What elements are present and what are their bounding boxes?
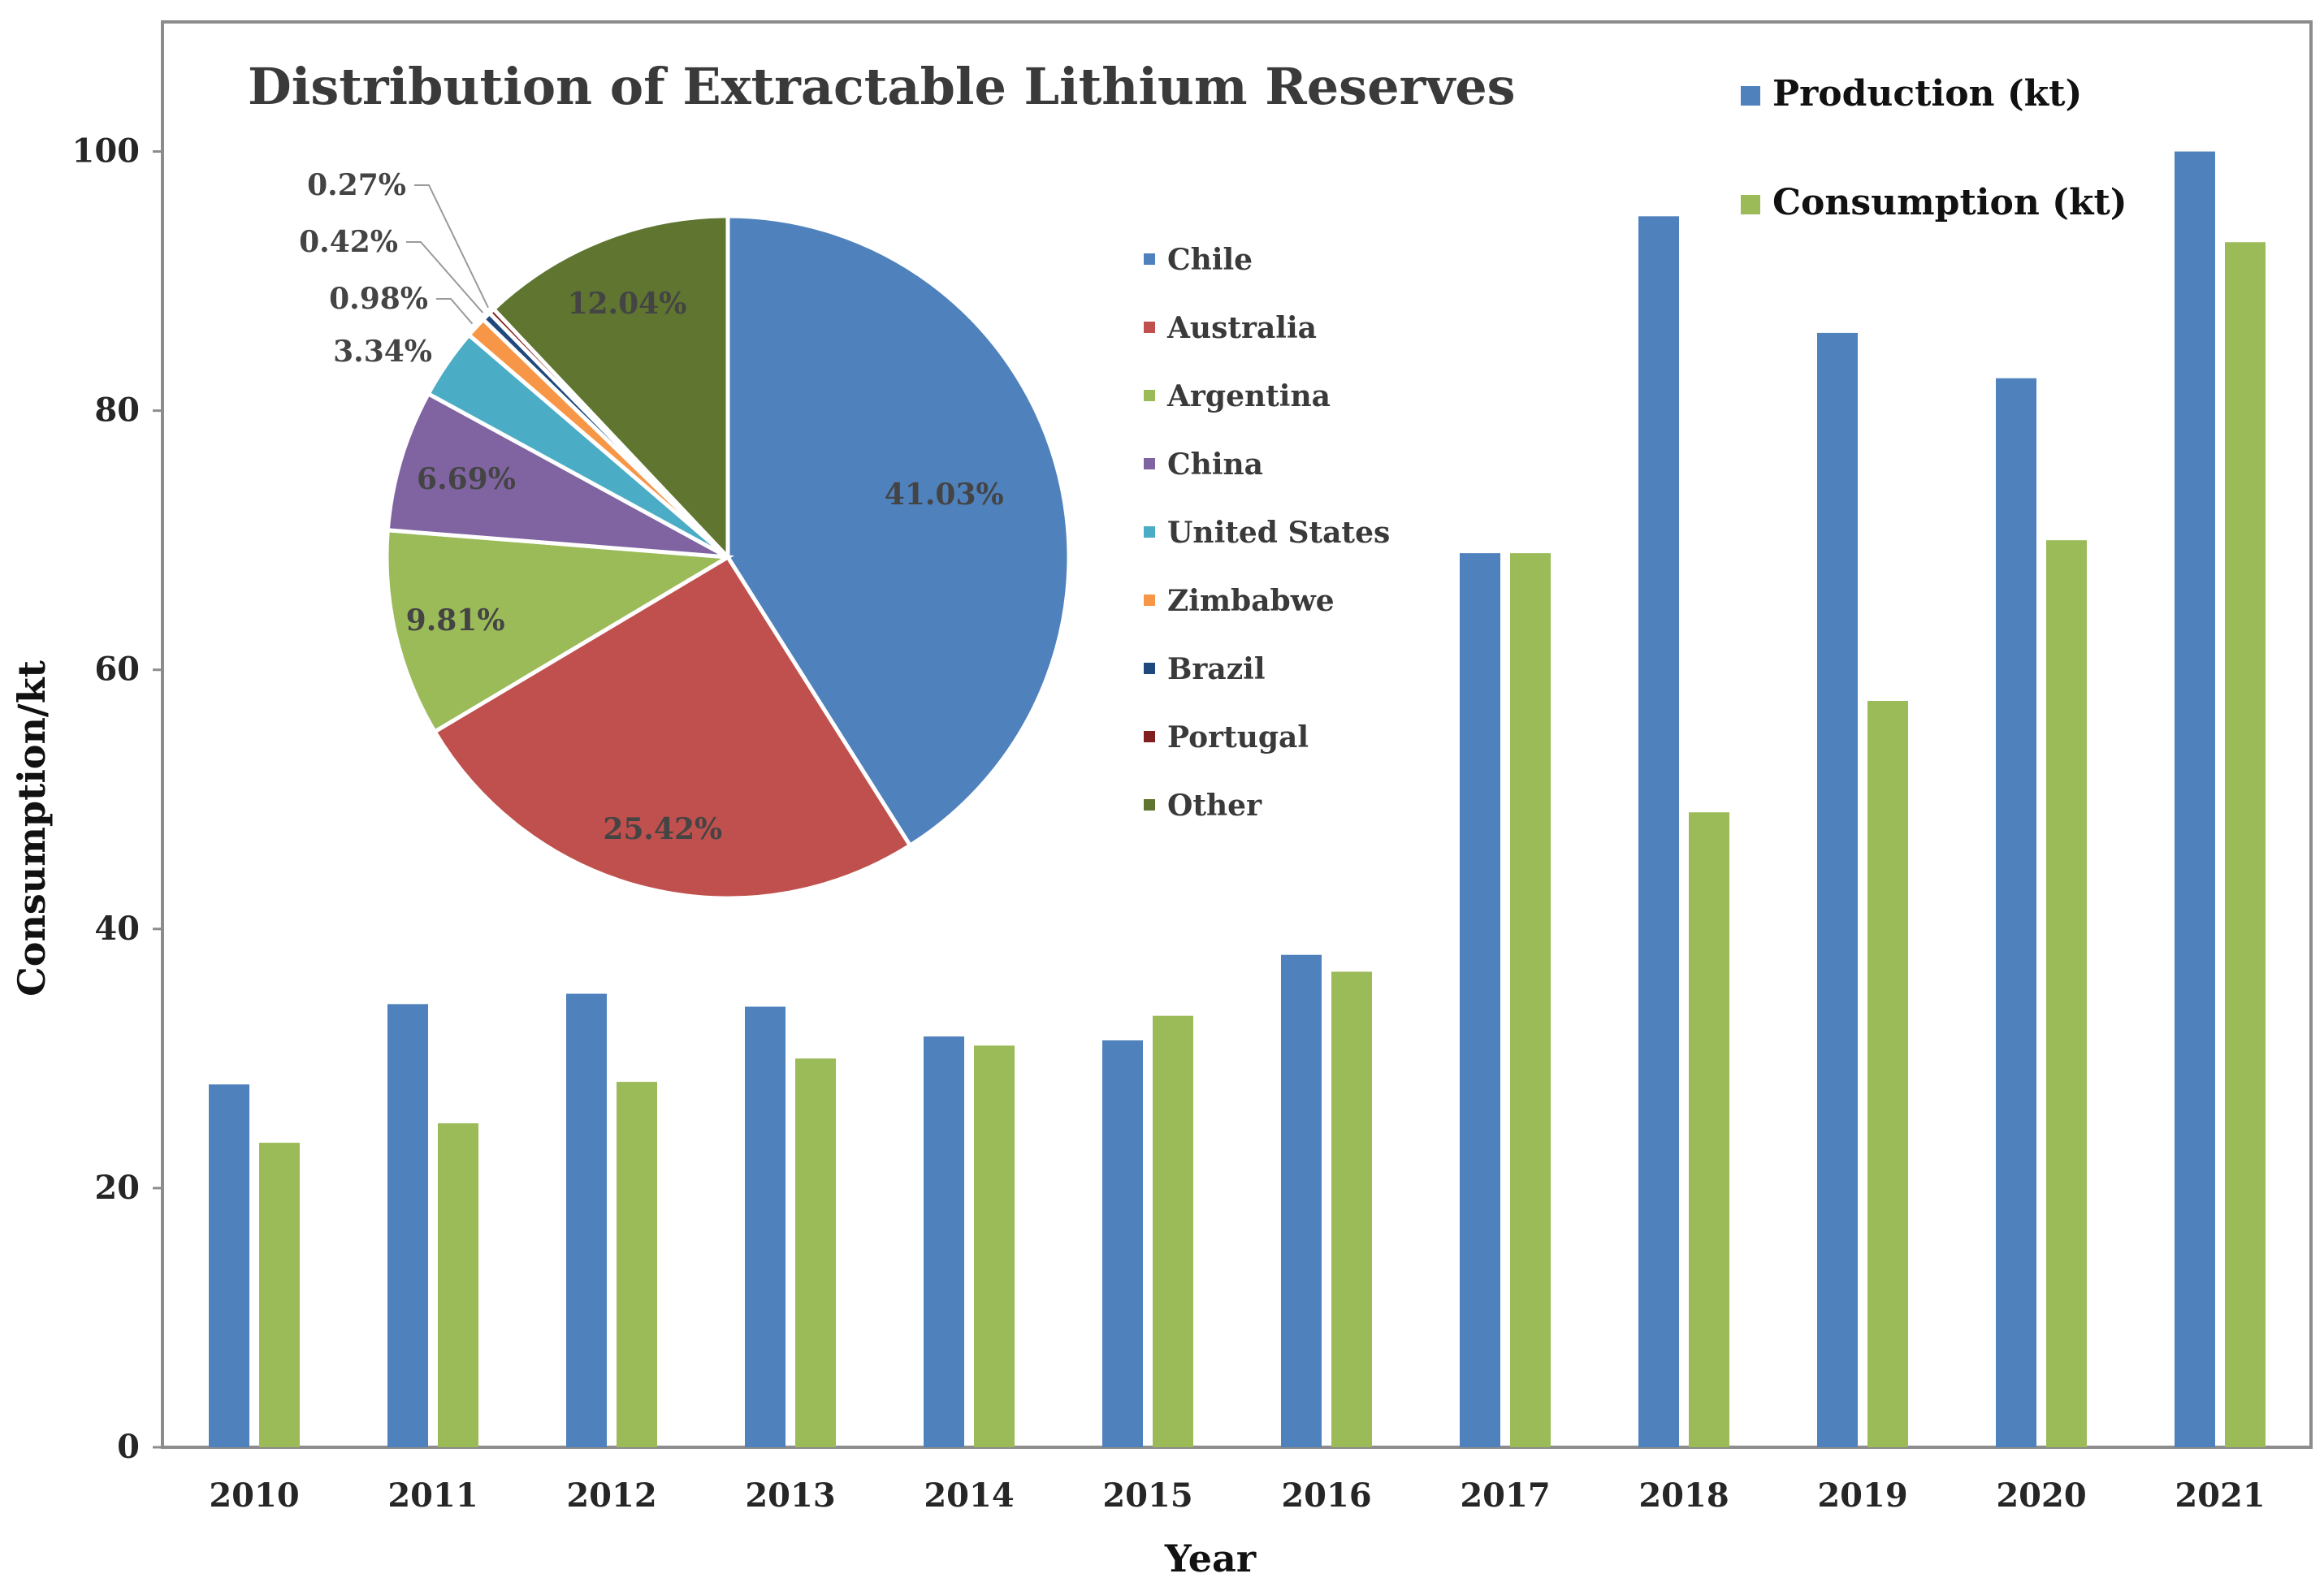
pie-slice-label: 0.42% [299, 225, 398, 259]
production-bar-2015 [1102, 1040, 1143, 1447]
x-tick-label: 2014 [924, 1476, 1014, 1515]
production-bar-2018 [1638, 216, 1679, 1448]
pie-slice-label: 3.34% [333, 335, 432, 369]
pie-chart: 41.03% 25.42% 9.81% 6.69% 3.34% 0.98% 0.42% 0.2… [299, 168, 1071, 901]
x-tick-label: 2012 [566, 1476, 656, 1515]
pie-slice-label: 0.98% [329, 282, 428, 316]
consumption-bar-2017 [1510, 553, 1551, 1447]
pie-slice-label: 41.03% [885, 478, 1004, 512]
production-bar-2016 [1281, 954, 1322, 1447]
pie-slice-label: 25.42% [603, 812, 722, 846]
pie-leader-line [414, 184, 489, 309]
pie-legend-label: Brazil [1167, 652, 1266, 686]
production-bar-2011 [387, 1004, 428, 1447]
consumption-bar-2021 [2225, 242, 2266, 1447]
pie-legend-swatch [1144, 594, 1155, 606]
pie-slice-other [491, 214, 730, 563]
pie-slice-label: 6.69% [417, 462, 516, 496]
pie-title: Distribution of Extractable Lithium Rese… [248, 57, 1516, 116]
y-tick-label: 0 [117, 1428, 140, 1466]
consumption-bar-2015 [1153, 1015, 1193, 1447]
consumption-bar-2016 [1331, 971, 1372, 1447]
x-tick-label: 2020 [1996, 1476, 2086, 1515]
x-tick-label: 2013 [745, 1476, 835, 1515]
pie-legend: Chile Australia Argentina China United State… [1144, 243, 1390, 823]
pie-legend-label: Other [1167, 789, 1262, 823]
pie-legend-label: Chile [1167, 243, 1253, 277]
production-bar-2014 [924, 1036, 964, 1447]
pie-legend-label: United States [1167, 516, 1390, 550]
consumption-bar-2011 [438, 1123, 478, 1447]
pie-leader-line [436, 298, 474, 325]
y-tick-label: 60 [94, 651, 140, 689]
pie-legend-swatch [1144, 253, 1155, 265]
pie-slice-china [385, 391, 729, 560]
pie-legend-label: Zimbabwe [1167, 584, 1335, 618]
production-bar-2012 [566, 993, 607, 1447]
bars-layer [209, 151, 2266, 1448]
y-tick-labels: 0 20 40 60 80 100 [72, 132, 141, 1466]
axes-layer [153, 150, 162, 1449]
legend-swatch-production [1741, 86, 1760, 106]
x-tick-label: 2021 [2175, 1476, 2265, 1515]
pie-legend-swatch [1144, 458, 1155, 469]
pie-legend-swatch [1144, 390, 1155, 401]
pie-slice-chile [725, 214, 1071, 849]
production-bar-2010 [209, 1084, 249, 1447]
x-tick-label: 2016 [1281, 1476, 1371, 1515]
legend-label-production: Production (kt) [1772, 73, 2082, 115]
pie-legend-label: China [1167, 447, 1263, 482]
x-tick-label: 2011 [387, 1476, 478, 1515]
consumption-bar-2012 [617, 1082, 657, 1447]
x-tick-label: 2010 [209, 1476, 299, 1515]
y-tick-label: 40 [94, 910, 140, 948]
x-axis-title: Year [1164, 1537, 1257, 1580]
pie-legend-swatch [1144, 799, 1155, 811]
y-tick-label: 20 [94, 1169, 140, 1207]
production-bar-2013 [745, 1006, 785, 1447]
legend-swatch-consumption [1741, 195, 1760, 214]
pie-slice-label: 9.81% [406, 603, 505, 638]
pie-legend-label: Portugal [1167, 720, 1309, 754]
pie-legend-swatch [1144, 663, 1155, 674]
production-bar-2017 [1460, 553, 1500, 1447]
y-axis-title: Consumption/kt [10, 659, 54, 996]
consumption-bar-2014 [974, 1045, 1015, 1447]
production-bar-2021 [2175, 151, 2215, 1448]
legend-label-consumption: Consumption (kt) [1772, 182, 2127, 223]
pie-slice-label: 0.27% [307, 168, 406, 202]
x-tick-label: 2015 [1102, 1476, 1192, 1515]
pie-legend-swatch [1144, 731, 1155, 742]
x-tick-label: 2018 [1638, 1476, 1729, 1515]
pie-slice-australia [431, 554, 913, 901]
consumption-bar-2010 [259, 1143, 300, 1447]
production-bar-2019 [1817, 332, 1858, 1448]
pie-slice-label: 12.04% [567, 287, 686, 321]
pie-slice-argentina [384, 528, 735, 735]
pie-legend-label: Australia [1166, 311, 1317, 345]
pie-legend-label: Argentina [1166, 379, 1331, 413]
x-tick-labels: 2010 2011 2012 2013 2014 2015 2016 2017 2018 2019… [209, 1476, 2265, 1515]
y-tick-label: 80 [94, 391, 140, 430]
pie-legend-swatch [1144, 526, 1155, 538]
y-tick-label: 100 [72, 132, 141, 171]
pie-leader-line [406, 241, 484, 313]
production-bar-2020 [1996, 378, 2036, 1447]
consumption-bar-2019 [1867, 701, 1908, 1447]
consumption-bar-2020 [2046, 540, 2087, 1447]
x-tick-label: 2019 [1817, 1476, 1907, 1515]
x-tick-label: 2017 [1460, 1476, 1550, 1515]
consumption-bar-2018 [1689, 812, 1729, 1447]
pie-legend-swatch [1144, 322, 1155, 333]
consumption-bar-2013 [795, 1058, 836, 1447]
bar-legend: Production (kt) Consumption (kt) [1741, 73, 2127, 223]
